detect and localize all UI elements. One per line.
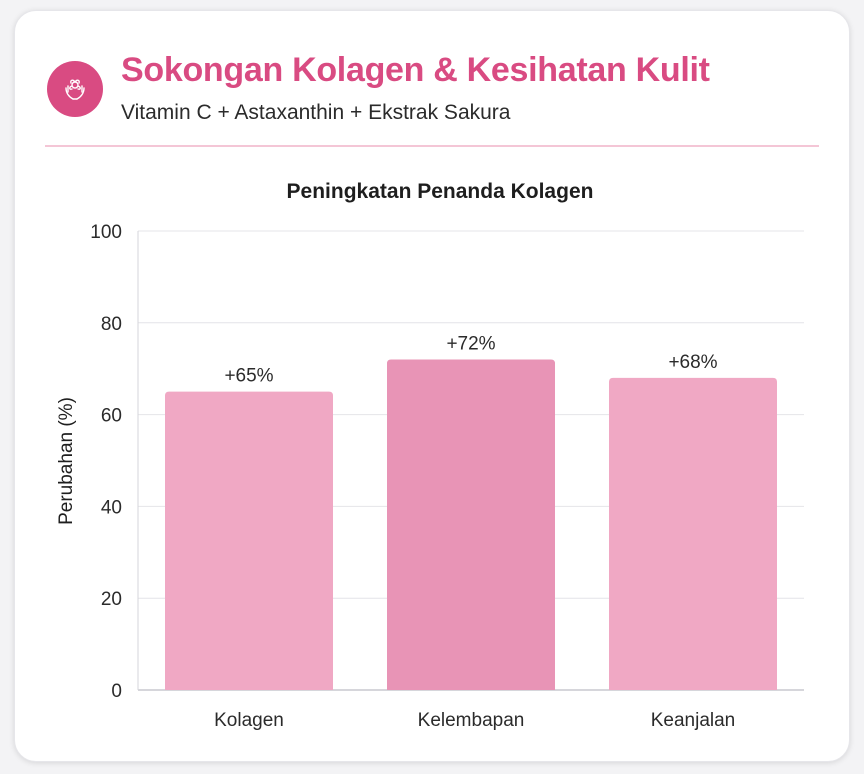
page-title: Sokongan Kolagen & Kesihatan Kulit [121, 51, 710, 89]
y-tick-label: 0 [111, 681, 122, 702]
data-label: +65% [224, 366, 273, 387]
y-axis-label: Perubahan (%) [56, 397, 77, 525]
y-axis-ticks: 0 20 40 60 80 100 [90, 222, 122, 702]
header-divider [45, 145, 819, 147]
bar-kelembapan [387, 359, 555, 690]
y-tick-label: 100 [90, 222, 122, 243]
x-category-label: Kolagen [214, 710, 284, 731]
data-label: +68% [668, 352, 717, 373]
x-category-label: Kelembapan [418, 710, 525, 731]
chart-title: Peningkatan Penanda Kolagen [287, 180, 594, 203]
bar-kolagen [165, 391, 333, 690]
data-labels: +65% +72% +68% [224, 334, 717, 387]
y-tick-label: 80 [101, 314, 122, 335]
data-label: +72% [446, 334, 495, 355]
bars [165, 359, 777, 690]
y-tick-label: 20 [101, 589, 122, 610]
flower-hands-icon [47, 61, 103, 117]
x-axis-categories: Kolagen Kelembapan Keanjalan [214, 710, 735, 731]
y-tick-label: 60 [101, 406, 122, 427]
page-subtitle: Vitamin C + Astaxanthin + Ekstrak Sakura [121, 101, 511, 124]
y-tick-label: 40 [101, 497, 122, 518]
bar-keanjalan [609, 377, 777, 690]
card-header: Sokongan Kolagen & Kesihatan Kulit Vitam… [47, 47, 817, 127]
x-category-label: Keanjalan [651, 710, 736, 731]
